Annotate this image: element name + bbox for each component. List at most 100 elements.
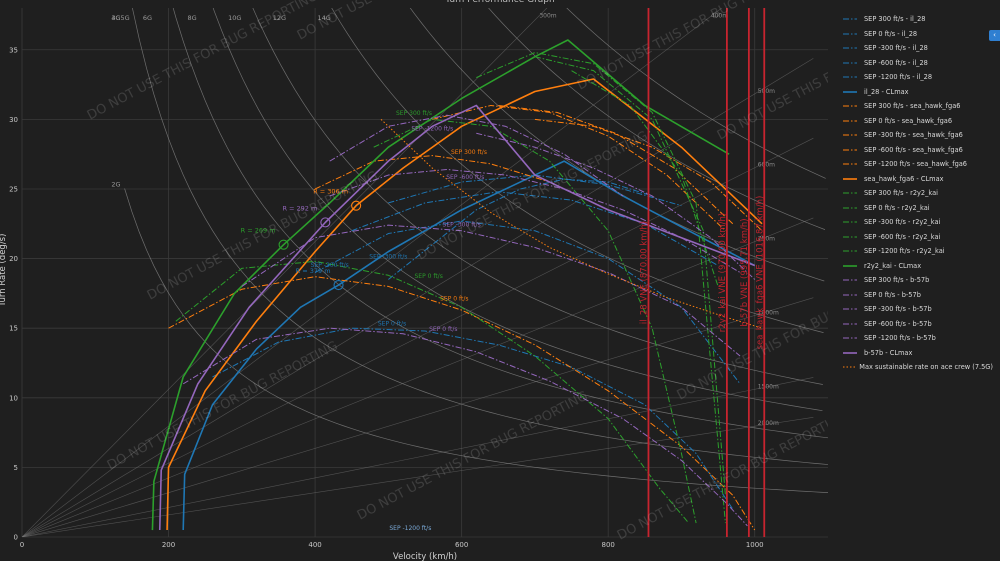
legend-item[interactable]: SEP -300 ft/s - r2y2_kai <box>843 215 993 230</box>
y-tick-label: 30 <box>9 116 18 124</box>
vne-label: r2y2_kai VNE (970.00 km/h) <box>718 213 728 332</box>
g-line-2 <box>124 188 828 493</box>
legend-item[interactable]: SEP 0 ft/s - b-57b <box>843 288 993 303</box>
legend-swatch <box>843 89 857 95</box>
legend-item[interactable]: SEP 0 ft/s - sea_hawk_fga6 <box>843 114 993 129</box>
series-line <box>534 118 763 232</box>
legend-label: SEP -600 ft/s - b-57b <box>864 319 932 328</box>
legend-item[interactable]: r2y2_kai - CLmax <box>843 259 993 274</box>
radius-line-1500 <box>22 377 814 537</box>
g-line-8 <box>331 8 824 333</box>
legend-item[interactable]: SEP -600 ft/s - sea_hawk_fga6 <box>843 143 993 158</box>
series-line <box>388 178 653 280</box>
radius-line-600 <box>22 137 814 537</box>
vne-label: il_28 VNE (870.00 km/h) <box>639 221 649 324</box>
series-line <box>498 104 734 225</box>
sep-annotation: SEP 300 ft/s <box>396 110 432 117</box>
legend-swatch <box>843 364 857 370</box>
legend-swatch <box>843 219 857 225</box>
series-line <box>373 118 697 524</box>
g-line-12 <box>488 8 826 230</box>
g-line-label: 10G <box>228 14 241 22</box>
g-line-label: 8G <box>188 14 197 22</box>
radius-line-400 <box>22 8 723 537</box>
radius-marker-label: R = 269 m <box>241 227 276 235</box>
x-tick-label: 0 <box>20 541 24 549</box>
legend-item[interactable]: SEP -600 ft/s - il_28 <box>843 56 993 71</box>
legend-label: sea_hawk_fga6 - CLmax <box>864 174 944 183</box>
series-line <box>476 132 756 280</box>
legend-label: Max sustainable rate on ace crew (7.5G) <box>859 363 993 372</box>
legend-item[interactable]: SEP -1200 ft/s - il_28 <box>843 70 993 85</box>
y-axis-title: Turn Rate (deg/s) <box>0 234 8 308</box>
sep-annotation: SEP -1200 ft/s <box>389 525 431 532</box>
legend-item[interactable]: SEP -600 ft/s - b-57b <box>843 317 993 332</box>
legend-label: r2y2_kai - CLmax <box>864 261 922 270</box>
series-line <box>182 160 756 531</box>
legend-item[interactable]: SEP -300 ft/s - b-57b <box>843 302 993 317</box>
sep-annotation: SEP 0 ft/s <box>440 295 468 302</box>
legend-item[interactable]: sea_hawk_fga6 - CLmax <box>843 172 993 187</box>
g-line-14 <box>566 8 826 179</box>
legend-label: SEP 300 ft/s - sea_hawk_fga6 <box>864 102 961 111</box>
legend-item[interactable]: SEP -300 ft/s - sea_hawk_fga6 <box>843 128 993 143</box>
legend-swatch <box>843 205 857 211</box>
legend-item[interactable]: SEP 0 ft/s - il_28 <box>843 27 993 42</box>
y-tick-label: 0 <box>14 534 18 542</box>
legend-label: SEP 0 ft/s - b-57b <box>864 290 921 299</box>
radius-line-label: 1500m <box>758 383 779 390</box>
legend-item[interactable]: SEP 300 ft/s - r2y2_kai <box>843 186 993 201</box>
g-line-label: 12G <box>273 14 286 22</box>
watermark-text: DO NOT USE THIS FOR BUG REPORTING <box>615 409 828 544</box>
legend-label: SEP -300 ft/s - sea_hawk_fga6 <box>864 131 963 140</box>
legend-item[interactable]: SEP 300 ft/s - sea_hawk_fga6 <box>843 99 993 114</box>
g-line-label: 2G <box>111 181 120 189</box>
series-line <box>175 260 690 524</box>
radius-line-label: 2000m <box>758 420 779 427</box>
radius-marker-label: R = 379 m <box>296 267 331 275</box>
legend-item[interactable]: SEP 300 ft/s - il_28 <box>843 12 993 27</box>
radius-line-2000 <box>22 417 814 537</box>
chart-legend[interactable]: SEP 300 ft/s - il_28 SEP 0 ft/s - il_28 SE… <box>843 12 993 375</box>
y-tick-label: 25 <box>9 185 18 193</box>
legend-swatch <box>843 31 857 37</box>
legend-item[interactable]: il_28 - CLmax <box>843 85 993 100</box>
g-line-6 <box>252 8 823 385</box>
watermark-text: DO NOT USE THIS FOR BUG REPORTING <box>675 269 828 404</box>
legend-swatch <box>843 248 857 254</box>
legend-label: SEP -600 ft/s - sea_hawk_fga6 <box>864 145 963 154</box>
series-line <box>432 104 726 232</box>
legend-item[interactable]: SEP -1200 ft/s - b-57b <box>843 331 993 346</box>
y-tick-label: 5 <box>14 464 18 472</box>
sep-annotation: SEP -300 ft/s <box>443 222 481 229</box>
legend-swatch <box>843 190 857 196</box>
g-line-3 <box>132 8 828 465</box>
g-line-10 <box>409 8 825 282</box>
legend-swatch <box>843 350 857 356</box>
g-line-label: 3G <box>111 14 120 22</box>
legend-swatch <box>843 176 857 182</box>
legend-item[interactable]: SEP -1200 ft/s - r2y2_kai <box>843 244 993 259</box>
legend-item[interactable]: b-57b - CLmax <box>843 346 993 361</box>
legend-item[interactable]: Max sustainable rate on ace crew (7.5G) <box>843 360 993 375</box>
legend-item[interactable]: SEP 300 ft/s - b-57b <box>843 273 993 288</box>
legend-label: il_28 - CLmax <box>864 87 909 96</box>
y-tick-label: 20 <box>9 255 18 263</box>
radius-line-500 <box>22 58 814 537</box>
legend-swatch <box>843 16 857 22</box>
legend-item[interactable]: SEP -1200 ft/s - sea_hawk_fga6 <box>843 157 993 172</box>
legend-item[interactable]: SEP -600 ft/s - r2y2_kai <box>843 230 993 245</box>
legend-swatch <box>843 161 857 167</box>
g-line-label: 14G <box>317 14 330 22</box>
legend-label: SEP -300 ft/s - r2y2_kai <box>864 218 941 227</box>
legend-item[interactable]: SEP 0 ft/s - r2y2_kai <box>843 201 993 216</box>
legend-collapse-icon[interactable]: ‹ <box>989 30 1000 41</box>
series-line <box>168 276 756 531</box>
legend-label: b-57b - CLmax <box>864 348 913 357</box>
series-line <box>241 224 741 357</box>
legend-label: SEP -600 ft/s - r2y2_kai <box>864 232 941 241</box>
legend-item[interactable]: SEP -300 ft/s - il_28 <box>843 41 993 56</box>
g-line-label: 6G <box>143 14 152 22</box>
radius-marker <box>278 239 289 250</box>
